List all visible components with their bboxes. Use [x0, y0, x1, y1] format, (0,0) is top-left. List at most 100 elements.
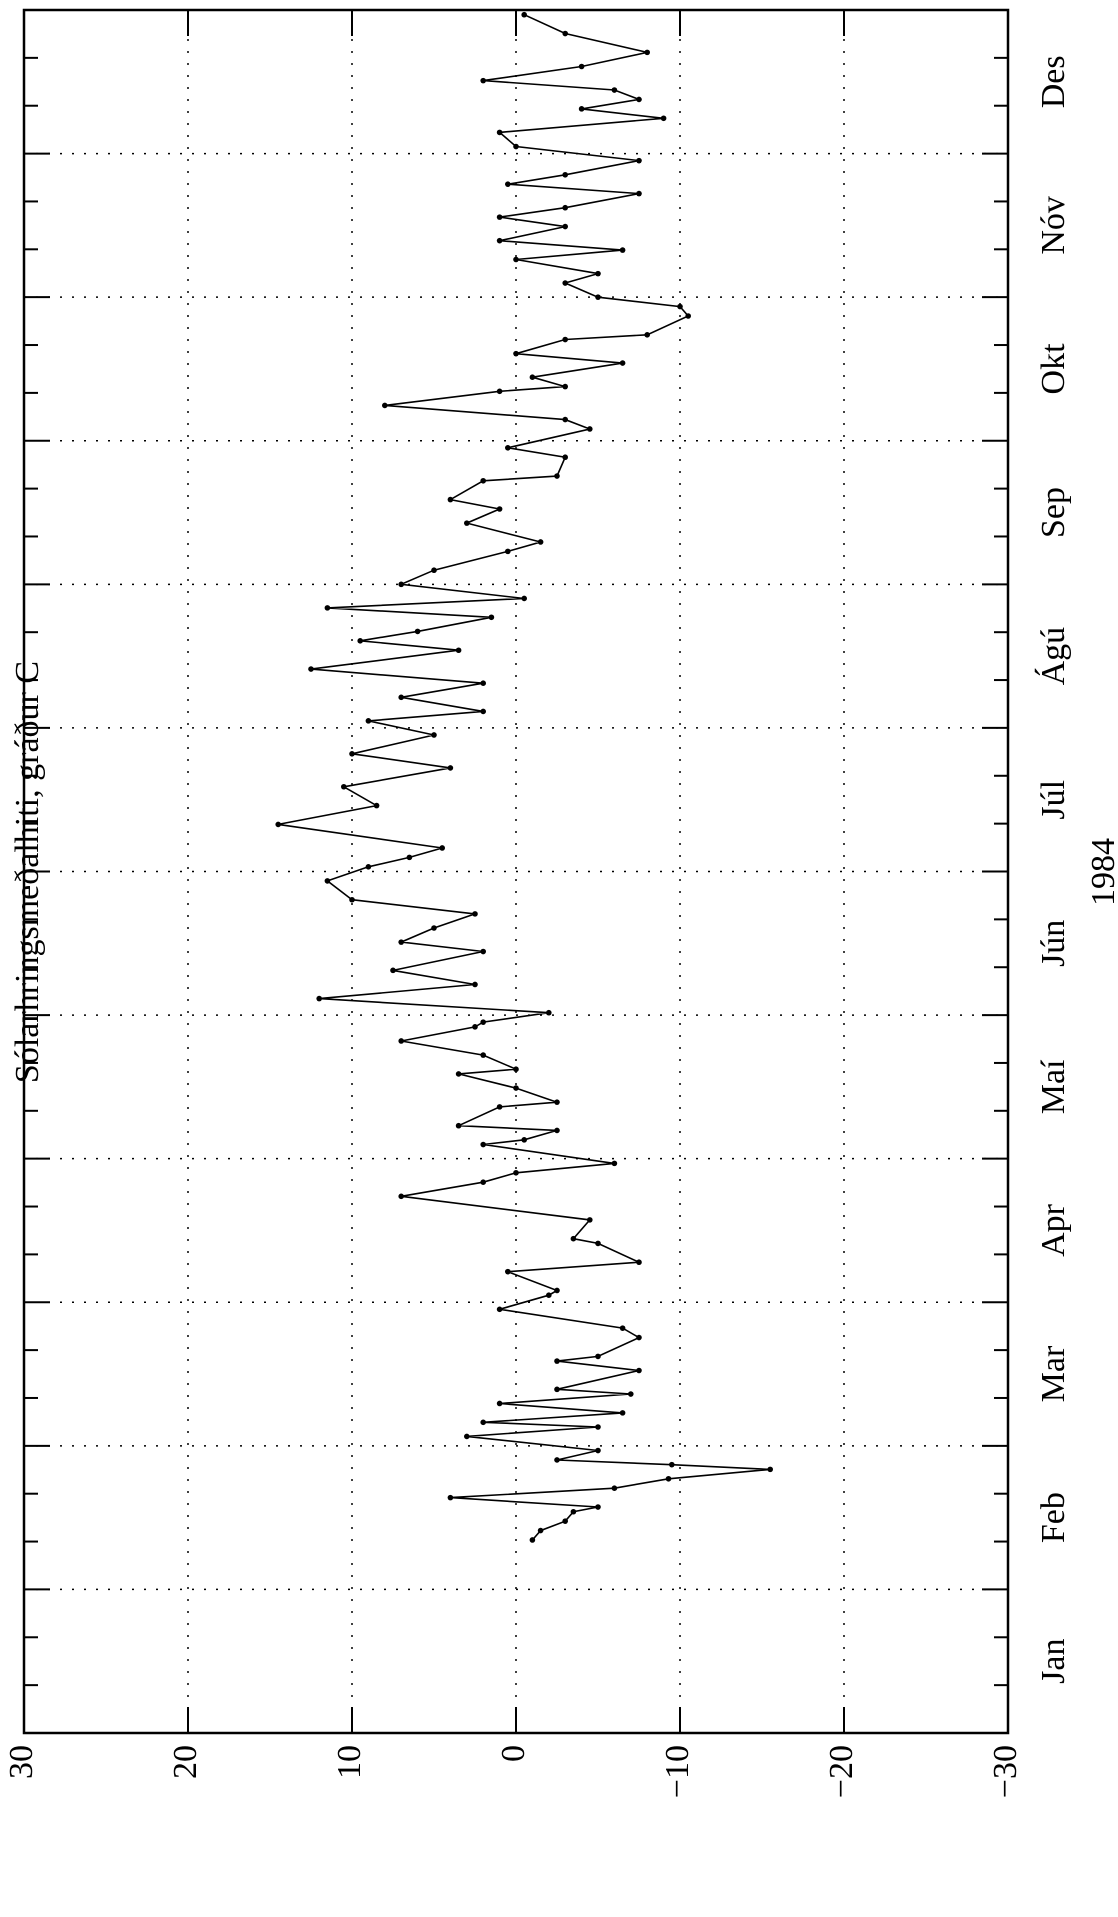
data-point	[595, 1353, 601, 1360]
data-point	[554, 1287, 560, 1294]
data-point	[595, 1424, 601, 1430]
data-point	[398, 1038, 405, 1044]
data-point	[496, 237, 503, 244]
data-point	[496, 129, 503, 136]
data-point	[619, 360, 626, 366]
data-point	[496, 214, 503, 220]
data-point	[439, 845, 446, 851]
data-point	[562, 1518, 569, 1524]
data-point	[595, 1240, 601, 1247]
data-point	[619, 247, 626, 253]
data-point	[677, 303, 683, 310]
data-point	[570, 1235, 577, 1242]
data-point	[562, 280, 569, 286]
rotated-plot: 1984 Sólarhringsmeðalhiti, gráður C −30−…	[3, 8, 1118, 1798]
data-point	[587, 1217, 593, 1223]
x-tick-label: Feb	[1035, 1492, 1072, 1543]
data-point	[324, 605, 331, 611]
data-point	[480, 680, 487, 686]
data-point	[562, 336, 569, 343]
data-point	[529, 1537, 536, 1543]
x-tick-label: Nóv	[1035, 196, 1072, 255]
data-point	[628, 1391, 634, 1397]
data-point	[275, 821, 282, 828]
y-tick-label: −30	[987, 1745, 1024, 1798]
data-point	[595, 1447, 601, 1454]
data-point	[398, 581, 405, 588]
x-tick-label: Des	[1035, 55, 1072, 108]
data-point	[595, 294, 601, 300]
data-point	[562, 204, 569, 211]
data-line	[278, 13, 771, 1541]
x-tick-label: Maí	[1035, 1059, 1072, 1114]
data-point	[431, 732, 437, 738]
x-tick-label: Mar	[1035, 1345, 1072, 1402]
data-point	[431, 567, 437, 574]
data-point	[324, 878, 331, 884]
data-point	[578, 63, 585, 70]
data-point	[496, 1306, 503, 1313]
data-point	[562, 223, 569, 230]
y-tick-label: 30	[3, 1745, 40, 1779]
data-point	[562, 30, 569, 37]
data-point	[537, 539, 544, 545]
data-point	[685, 313, 692, 319]
data-point	[505, 445, 511, 451]
data-point	[472, 981, 478, 988]
data-point	[505, 548, 511, 555]
data-point	[595, 1504, 601, 1510]
data-point	[611, 1485, 618, 1492]
data-point	[406, 854, 413, 861]
data-point	[308, 666, 314, 672]
x-tick-label: Apr	[1035, 1203, 1072, 1257]
data-point	[480, 1179, 487, 1186]
data-point	[398, 694, 405, 701]
data-point	[365, 718, 372, 724]
data-point	[513, 1085, 519, 1091]
data-point	[644, 332, 651, 338]
data-point	[480, 708, 487, 715]
data-point	[767, 1466, 774, 1473]
data-point	[562, 171, 569, 178]
data-point	[464, 1433, 470, 1440]
data-point	[521, 11, 528, 18]
data-point	[447, 765, 454, 771]
data-point	[521, 1137, 528, 1143]
data-point	[480, 948, 487, 955]
data-point	[472, 911, 478, 917]
data-point	[554, 473, 560, 479]
data-point	[669, 1461, 675, 1468]
data-point	[537, 1527, 544, 1534]
data-point	[587, 426, 593, 432]
data-point	[373, 802, 380, 809]
data-point	[505, 1268, 511, 1275]
data-point	[611, 87, 618, 93]
data-point	[570, 1508, 577, 1515]
data-point	[480, 1019, 487, 1025]
x-axis-title: 1984	[1085, 838, 1118, 906]
data-point	[546, 1009, 552, 1016]
data-point	[636, 1259, 642, 1266]
data-point	[644, 49, 651, 56]
data-point	[447, 1494, 454, 1501]
data-point	[513, 143, 519, 150]
data-point	[496, 506, 503, 512]
data-point	[390, 967, 396, 974]
y-tick-label: −20	[823, 1745, 860, 1798]
data-point	[357, 638, 364, 644]
data-point	[554, 1099, 560, 1105]
data-point	[349, 896, 355, 903]
data-point	[464, 520, 470, 526]
data-point	[513, 1169, 519, 1176]
data-point	[529, 374, 536, 380]
data-point	[554, 1457, 560, 1463]
data-point	[554, 1127, 560, 1134]
y-tick-label: 10	[331, 1745, 368, 1779]
data-point	[488, 614, 495, 621]
x-tick-label: Jún	[1035, 920, 1072, 967]
x-tick-label: Sep	[1035, 487, 1072, 538]
x-tick-label: Okt	[1035, 343, 1072, 395]
data-point	[578, 106, 585, 112]
data-point	[636, 190, 642, 197]
data-point	[431, 925, 437, 931]
